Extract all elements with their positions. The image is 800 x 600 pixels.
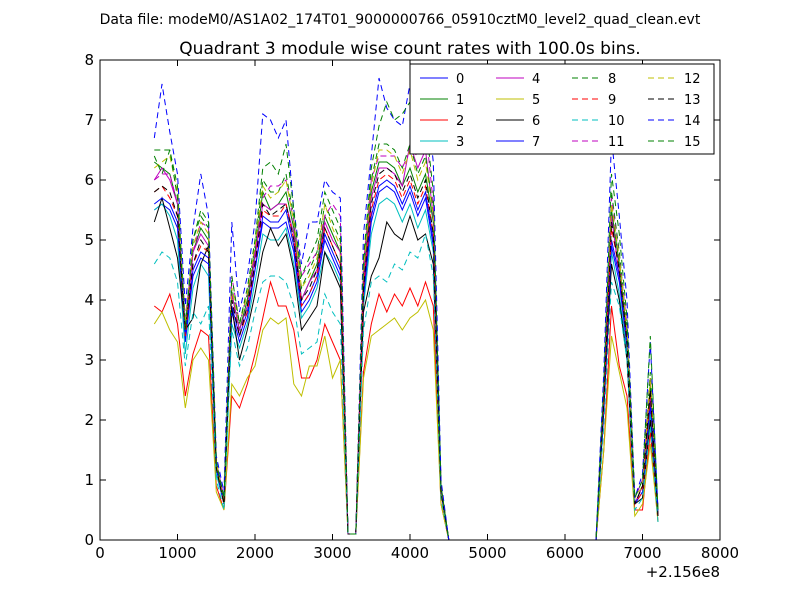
legend-label-14: 14	[684, 114, 701, 129]
y-tick-label: 7	[84, 111, 94, 129]
x-tick-label: 0	[95, 544, 105, 562]
legend-label-8: 8	[608, 72, 616, 87]
legend-box	[409, 63, 715, 155]
legend-label-3: 3	[456, 135, 464, 150]
legend-label-13: 13	[684, 93, 701, 108]
x-tick-label: 3000	[313, 544, 351, 562]
y-tick-label: 3	[84, 351, 94, 369]
x-tick-label: 1000	[158, 544, 196, 562]
legend-label-11: 11	[608, 135, 625, 150]
series-line-10	[153, 233, 659, 540]
series-line-0	[153, 185, 659, 540]
y-tick-label: 0	[84, 531, 94, 549]
series-line-5	[153, 298, 659, 540]
series-line-13	[153, 167, 659, 540]
y-tick-label: 6	[84, 171, 94, 189]
legend-label-1: 1	[456, 93, 464, 108]
figure-suptitle: Data file: modeM0/AS1A02_174T01_90000007…	[100, 12, 701, 28]
series-line-15	[153, 100, 659, 540]
y-tick-label: 4	[84, 291, 94, 309]
series-line-8	[154, 142, 659, 540]
y-tick-label: 8	[84, 51, 94, 69]
legend-label-4: 4	[532, 72, 540, 87]
series-lines	[153, 77, 659, 540]
x-tick-label: 6000	[546, 544, 584, 562]
x-tick-label: 8000	[701, 544, 739, 562]
chart-title: Quadrant 3 module wise count rates with …	[179, 39, 640, 59]
y-tick-label: 5	[84, 231, 94, 249]
x-tick-label: 5000	[468, 544, 506, 562]
legend-label-0: 0	[456, 72, 464, 87]
x-tick-label: 7000	[623, 544, 661, 562]
legend-label-12: 12	[684, 72, 701, 87]
legend-label-5: 5	[532, 93, 540, 108]
plot-area: 0 1000 2000 3000 4000 5000 6000 7000 80000123456…	[84, 51, 739, 562]
x-offset-label: +2.156e8	[646, 563, 720, 581]
legend-label-9: 9	[608, 93, 616, 108]
legend-label-15: 15	[684, 135, 701, 150]
series-line-2	[153, 280, 659, 540]
series-line-6	[153, 196, 659, 540]
x-tick-label: 2000	[236, 544, 274, 562]
series-line-3	[153, 197, 659, 540]
series-line-4	[153, 143, 659, 540]
legend-label-7: 7	[532, 135, 540, 150]
x-tick-label: 4000	[391, 544, 429, 562]
y-tick-label: 1	[84, 471, 94, 489]
legend-label-6: 6	[532, 114, 540, 129]
legend-label-10: 10	[608, 114, 625, 129]
legend-label-2: 2	[456, 114, 464, 129]
y-tick-label: 2	[84, 411, 94, 429]
axes-frame	[99, 59, 721, 541]
